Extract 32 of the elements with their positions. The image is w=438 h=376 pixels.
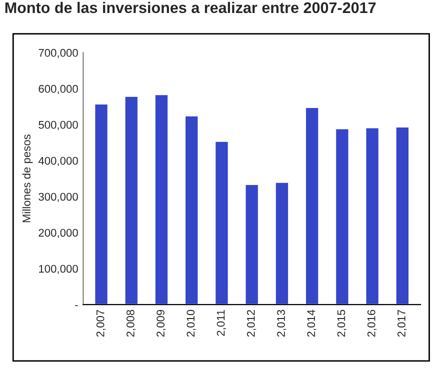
x-tick-label: 2,010: [186, 310, 196, 337]
x-tick-label: 2,011: [216, 310, 226, 336]
bar: [94, 103, 109, 305]
x-tick-label: 2,013: [277, 310, 286, 337]
x-tick-label: 2,008: [126, 310, 136, 337]
y-axis-title: Millones de pesos: [22, 134, 33, 222]
bar: [214, 140, 230, 305]
y-tick-label: -: [75, 305, 78, 306]
bar: [184, 114, 200, 305]
x-tick-label: 2,016: [367, 310, 377, 337]
x-tick-label: 2,007: [96, 310, 106, 337]
bar: [244, 184, 260, 305]
y-tick-label: 600,000: [38, 84, 78, 94]
bar: [274, 182, 290, 305]
y-tick-label: 700,000: [38, 48, 78, 58]
y-tick-label: 100,000: [39, 264, 78, 274]
x-tick-label: 2,014: [307, 310, 316, 337]
bar: [334, 128, 350, 305]
y-tick-label: 300,000: [38, 192, 78, 202]
x-tick-label: 2,017: [398, 310, 407, 337]
bar: [154, 94, 169, 305]
y-tick-label: 400,000: [38, 156, 78, 166]
x-tick-label: 2,015: [337, 310, 346, 337]
chart-title: Monto de las inversiones a realizar entre 2007-2017: [5, 2, 376, 14]
y-tick-label: 200,000: [38, 228, 78, 238]
bar: [394, 126, 410, 305]
bar: [364, 126, 380, 305]
y-tick-label: 500,000: [38, 120, 78, 130]
x-tick-label: 2,012: [246, 310, 256, 337]
bar: [304, 106, 320, 305]
bar: [124, 95, 139, 305]
x-tick-label: 2,009: [156, 310, 166, 337]
